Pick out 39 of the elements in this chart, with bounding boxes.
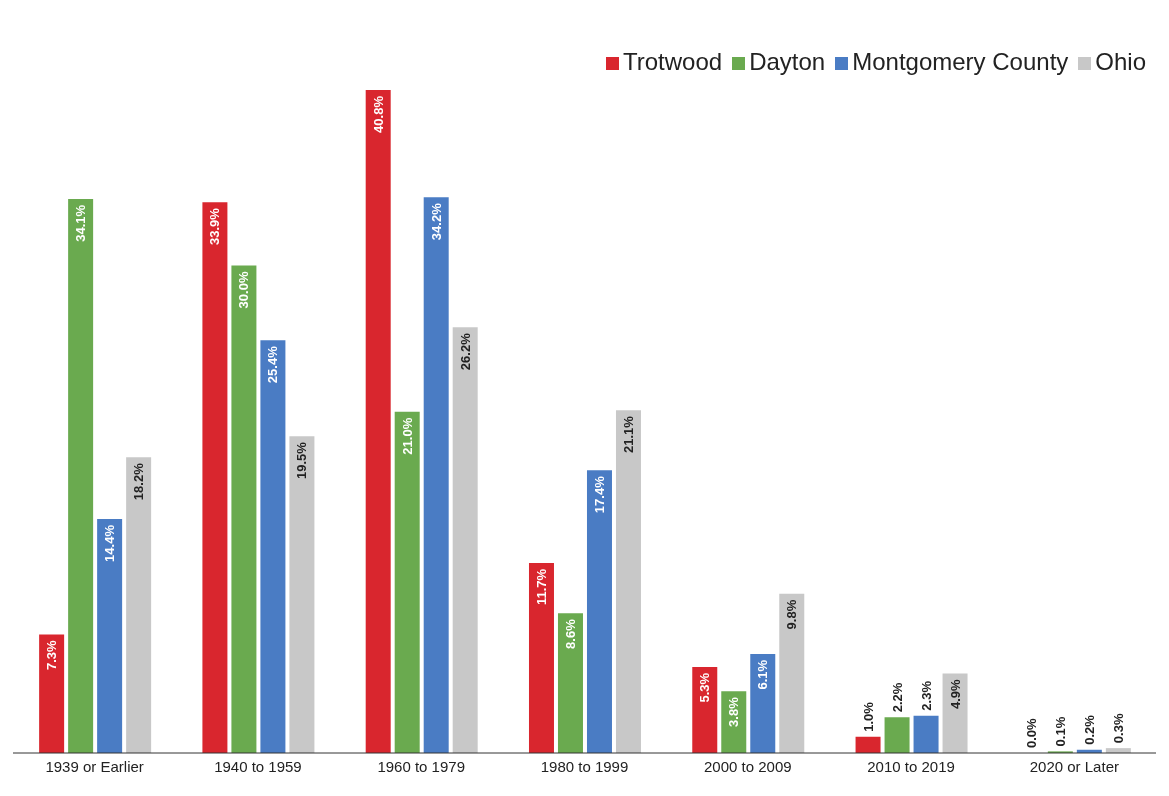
x-tick-label: 1960 to 1979 xyxy=(377,757,466,775)
x-tick-label: 2010 to 2019 xyxy=(867,757,955,775)
data-label: 26.2% xyxy=(457,332,473,371)
data-label: 40.8% xyxy=(370,95,386,133)
data-label: 17.4% xyxy=(591,475,607,514)
data-label: 21.0% xyxy=(399,417,415,455)
data-label: 2.3% xyxy=(918,680,934,711)
x-tick-label: 2000 to 2009 xyxy=(703,757,792,775)
data-label: 0.2% xyxy=(1081,714,1097,745)
data-label: 33.9% xyxy=(207,207,223,245)
data-label: 34.1% xyxy=(73,204,89,242)
data-label: 5.3% xyxy=(697,672,713,703)
data-label: 14.4% xyxy=(102,524,118,562)
x-tick-label: 1980 to 1999 xyxy=(540,757,629,775)
data-label: 6.1% xyxy=(755,659,771,690)
data-label: 34.2% xyxy=(428,202,444,241)
legend-label: Dayton xyxy=(749,48,826,75)
x-tick-label: 1939 or Earlier xyxy=(45,757,144,775)
data-label: 2.2% xyxy=(889,682,905,713)
legend-label: Trotwood xyxy=(623,48,723,75)
data-label: 19.5% xyxy=(294,441,310,479)
data-label: 9.8% xyxy=(784,599,800,630)
data-label: 1.0% xyxy=(860,701,876,732)
data-label: 21.1% xyxy=(620,415,636,453)
data-label: 11.7% xyxy=(533,568,549,606)
data-label: 0.3% xyxy=(1110,713,1126,744)
x-tick-label: 1940 to 1959 xyxy=(214,757,302,775)
data-label: 4.9% xyxy=(947,678,963,710)
legend-label: Montgomery County xyxy=(852,48,1069,75)
data-label: 0.0% xyxy=(1023,717,1039,748)
data-label: 0.1% xyxy=(1052,716,1068,747)
data-label: 7.3% xyxy=(44,639,60,671)
data-label: 3.8% xyxy=(726,696,742,727)
x-tick-label: 2020 or Later xyxy=(1029,757,1119,775)
data-label: 25.4% xyxy=(265,345,281,384)
data-label: 30.0% xyxy=(236,271,252,309)
legend-label: Ohio xyxy=(1095,48,1146,75)
data-label: 8.6% xyxy=(562,618,578,649)
data-label: 18.2% xyxy=(131,462,147,501)
